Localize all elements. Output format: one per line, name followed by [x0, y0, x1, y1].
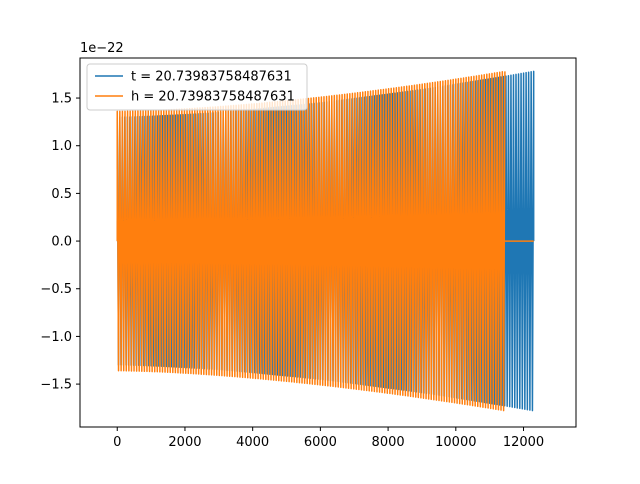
plot-area — [116, 70, 535, 412]
x-tick-label: 2000 — [168, 435, 201, 450]
y-offset-label: 1e−22 — [80, 41, 124, 56]
series-line-1 — [116, 71, 506, 412]
x-tick-label: 10000 — [435, 435, 476, 450]
y-tick-label: −1.0 — [40, 330, 72, 345]
legend-label-0: t = 20.73983758487631 — [131, 70, 292, 85]
y-tick-label: 1.0 — [51, 139, 72, 154]
x-tick-label: 12000 — [503, 435, 544, 450]
axis-ticks: 0 2000 4000 6000 8000 10000 12000 −1.5 −1.0 −0.5 0… — [40, 92, 544, 450]
x-tick-label: 8000 — [372, 435, 405, 450]
y-tick-label: 0.5 — [51, 187, 72, 202]
legend-label-1: h = 20.73983758487631 — [131, 90, 295, 105]
y-tick-label: 0.0 — [51, 235, 72, 250]
x-tick-label: 6000 — [304, 435, 337, 450]
axes-frame — [79, 57, 577, 428]
legend-box — [86, 63, 308, 111]
y-tick-label: −0.5 — [40, 282, 72, 297]
y-tick-label: −1.5 — [40, 378, 72, 393]
legend: t = 20.73983758487631 h = 20.739837584876… — [86, 63, 308, 111]
x-tick-label: 4000 — [236, 435, 269, 450]
y-tick-label: 1.5 — [51, 92, 72, 107]
x-tick-label: 0 — [113, 435, 121, 450]
